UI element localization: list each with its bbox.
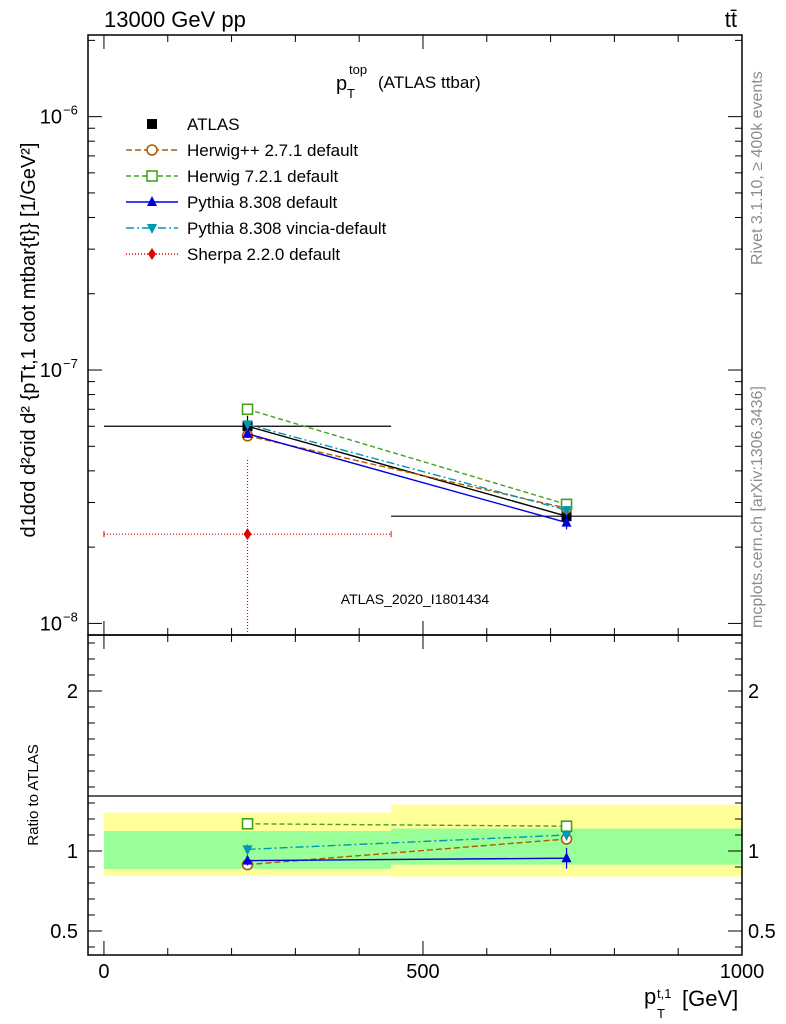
legend-marker	[146, 170, 158, 182]
x-tick-label: 0	[98, 961, 109, 983]
legend-marker	[146, 144, 158, 156]
ratio-data-layer	[241, 817, 573, 871]
legend: ATLAS Herwig++ 2.7.1 default Herwig 7.2.1 …	[126, 115, 387, 264]
x-axis-label-unit: [GeV]	[682, 986, 738, 1011]
main-panel: 10−810−710−6 p top T (ATLAS ttbar) ATLAS…	[18, 34, 743, 636]
legend-item-herwig-7-2-1-default: Herwig 7.2.1 default	[126, 167, 338, 186]
ratio-y-axis-label: Ratio to ATLAS	[25, 744, 42, 845]
series-line	[247, 425, 567, 517]
ratio-y-tick-label-left: 0.5	[50, 921, 78, 943]
data-point	[561, 506, 572, 517]
x-tick-label: 1000	[720, 961, 765, 983]
ratio-series-line	[247, 834, 567, 851]
series-line	[247, 423, 567, 511]
data-point	[242, 420, 253, 431]
main-y-tick-label-exponent: −8	[63, 609, 78, 624]
legend-label: Pythia 8.308 default	[187, 193, 338, 212]
ratio-data-point	[242, 845, 253, 856]
ratio-y-tick-label-right: 1	[748, 841, 759, 863]
main-y-tick-label: 10	[40, 613, 62, 635]
data-point	[242, 427, 253, 438]
main-y-axis-label-text: d1dσd d²σid d² {pTt,1 cdot mtbar{t}} [1/…	[18, 143, 40, 538]
process-label: tt̄	[725, 7, 737, 32]
main-y-tick-label: 10	[40, 107, 62, 129]
x-axis-label-main: p	[644, 984, 656, 1009]
data-point	[241, 403, 254, 416]
legend-label: Herwig 7.2.1 default	[187, 167, 338, 186]
title-suffix: (ATLAS ttbar)	[378, 73, 481, 92]
legend-label: ATLAS	[187, 115, 240, 134]
ratio-frame	[87, 634, 743, 956]
ratio-y-tick-label-right: 0.5	[748, 921, 776, 943]
legend-marker	[147, 119, 157, 129]
ratio-y-tick-label-right: 2	[748, 681, 759, 703]
ratio-data-point	[241, 817, 254, 830]
title-subscript: T	[347, 86, 355, 101]
ratio-y-tick-label-left: 1	[67, 841, 78, 863]
main-data-layer	[103, 403, 742, 635]
main-y-axis: 10−810−710−6	[40, 39, 742, 636]
main-y-tick-label-exponent: −6	[63, 103, 78, 118]
title-main: p	[336, 73, 347, 95]
series-sherpa-2-2-0-default	[103, 457, 392, 635]
legend-item-sherpa-2-2-0-default: Sherpa 2.2.0 default	[126, 245, 340, 264]
main-x-ticks	[103, 35, 743, 635]
legend-marker	[147, 224, 157, 234]
ratio-y-tick-label-left: 2	[67, 681, 78, 703]
data-point	[243, 528, 252, 541]
ratio-data-point	[242, 854, 253, 865]
ratio-series-pythia-8-308-default	[242, 847, 572, 869]
ratio-series-line	[247, 823, 567, 827]
ratio-data-point	[561, 831, 572, 841]
x-axis-label-subscript: T	[657, 1006, 665, 1021]
plot-title: p top T (ATLAS ttbar)	[336, 62, 481, 101]
legend-item-atlas: ATLAS	[147, 115, 240, 134]
series-line	[247, 433, 567, 524]
main-y-tick-label-exponent: −7	[63, 356, 78, 371]
ratio-axes: 0 500 1000 0.5 0.5 1 1 2 2	[50, 635, 776, 983]
legend-item-pythia-8-308-vincia-default: Pythia 8.308 vincia-default	[126, 219, 387, 238]
series-herwig-2-7-1-default	[241, 430, 573, 514]
series-pythia-8-308-vincia-default	[242, 420, 572, 517]
legend-label: Herwig++ 2.7.1 default	[187, 141, 358, 160]
x-tick-label: 500	[406, 961, 439, 983]
ratio-panel: 0 500 1000 0.5 0.5 1 1 2 2 Ratio to ATLAS p t,1 …	[25, 634, 776, 1021]
legend-marker	[148, 248, 156, 260]
series-herwig-7-2-1-default	[241, 403, 573, 511]
series-pythia-8-308-default	[242, 427, 572, 530]
ratio-series-line	[247, 838, 567, 866]
legend-label: Pythia 8.308 vincia-default	[187, 219, 387, 238]
ratio-data-point	[560, 820, 573, 833]
main-y-axis-label: d1dσd d²σid d² {pTt,1 cdot mtbar{t}} [1/…	[18, 143, 40, 538]
energy-label: 13000 GeV pp	[104, 7, 246, 32]
ratio-uncertainty-bands	[103, 804, 742, 877]
series-line	[247, 408, 567, 506]
legend-item-pythia-8-308-default: Pythia 8.308 default	[126, 193, 338, 212]
ratio-data-point	[561, 852, 572, 863]
x-axis-label-superscript: t,1	[657, 986, 671, 1001]
ratio-series-pythia-8-308-vincia-default	[242, 830, 572, 856]
data-point	[561, 516, 572, 527]
rivet-version-label: Rivet 3.1.10, ≥ 400k events	[749, 71, 766, 265]
legend-item-herwig-2-7-1-default: Herwig++ 2.7.1 default	[126, 141, 358, 160]
legend-marker	[147, 196, 157, 206]
x-axis-label: p t,1 T [GeV]	[644, 984, 738, 1021]
ratio-series-line	[247, 857, 567, 862]
legend-label: Sherpa 2.2.0 default	[187, 245, 340, 264]
title-superscript: top	[349, 62, 367, 77]
main-y-tick-label: 10	[40, 360, 62, 382]
analysis-watermark: ATLAS_2020_I1801434	[341, 591, 490, 607]
mcplots-label: mcplots.cern.ch [arXiv:1306.3436]	[749, 386, 766, 628]
